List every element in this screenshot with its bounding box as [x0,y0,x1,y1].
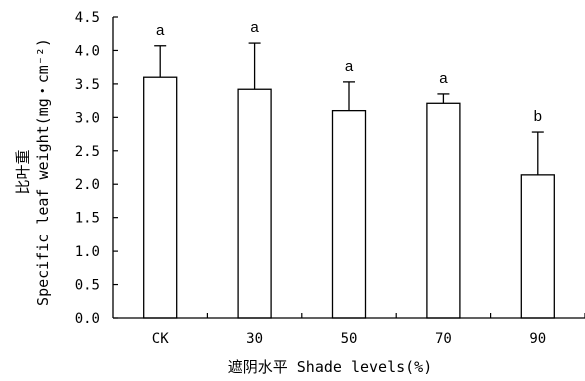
y-tick-label: 1.0 [75,244,100,260]
x-axis: CK 30 50 70 90 [113,313,585,347]
significance-label: b [534,108,542,125]
bar [426,102,461,319]
bar [237,88,272,319]
y-axis-title-en: Specific leaf weight(mg・cm⁻²) [34,38,52,306]
y-tick-label: 0.0 [75,311,100,327]
y-tick-label: 4.5 [75,10,100,26]
y-axis-title-cn-group: 比叶重 [14,149,32,194]
y-axis: 0.0 0.5 1.0 1.5 2.0 2.5 3.0 3.5 4.0 4.5 [75,10,118,327]
x-tick-label: 90 [529,331,546,347]
x-tick-label: 70 [435,331,452,347]
x-tick-label: CK [152,331,169,347]
y-axis-title-en-group: Specific leaf weight(mg・cm⁻²) [34,38,52,306]
bar [520,174,555,319]
y-tick-label: 2.0 [75,177,100,193]
bar [143,76,178,319]
significance-label: a [156,22,165,39]
x-tick-label: 30 [246,331,263,347]
y-tick-label: 3.0 [75,110,100,126]
y-tick-label: 0.5 [75,278,100,294]
x-tick-label: 50 [341,331,358,347]
significance-label: a [250,19,259,36]
significance-label: a [345,58,354,75]
bar [331,109,367,319]
y-axis-title-cn: 比叶重 [14,149,32,194]
y-tick-label: 2.5 [75,144,100,160]
y-tick-label: 4.0 [75,43,100,59]
significance-label: a [439,70,448,87]
y-tick-label: 3.5 [75,77,100,93]
y-tick-label: 1.5 [75,211,100,227]
x-axis-title: 遮阴水平 Shade levels(%) [228,358,433,376]
plot-area: a a a a b [143,19,555,319]
